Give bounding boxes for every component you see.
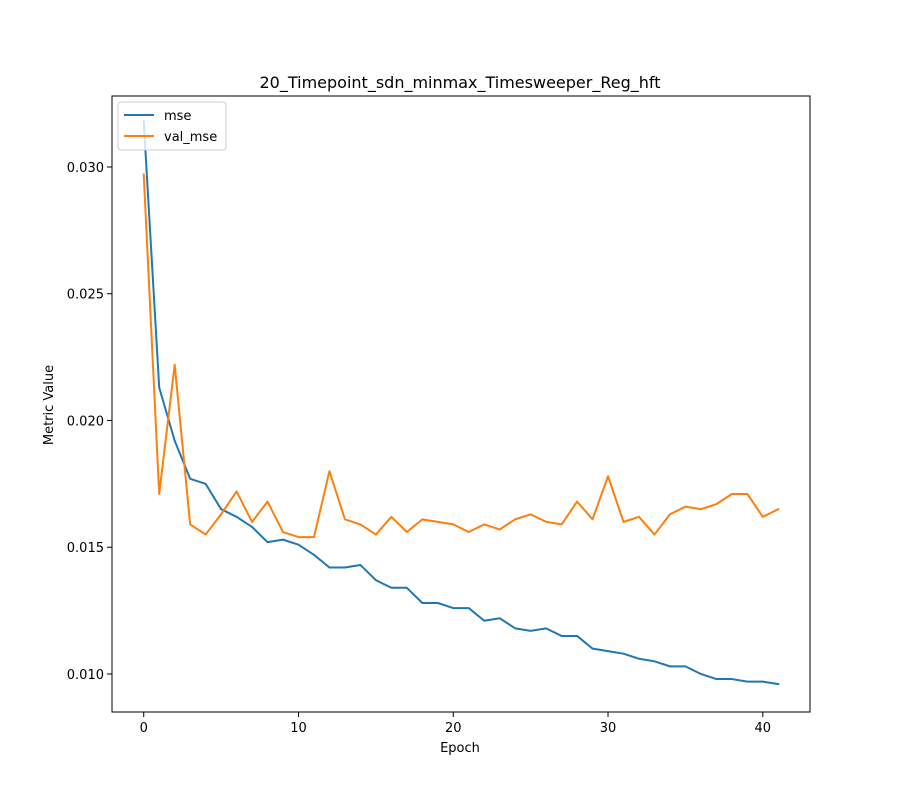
series-line-mse <box>142 120 780 686</box>
y-tick-label: 0.010 <box>67 668 104 683</box>
y-tick-label: 0.025 <box>67 288 104 303</box>
axes-layer: 0 10 20 30 40 0.010 0.015 0.020 0.025 0.030 <box>67 95 811 736</box>
y-tick-label: 0.020 <box>67 414 104 429</box>
x-tick-label: 20 <box>445 721 462 736</box>
y-axis-label: Metric Value <box>42 365 57 445</box>
legend-label-val_mse: val_mse <box>164 130 217 145</box>
x-tick-label: 10 <box>290 721 307 736</box>
x-tick-label: 40 <box>755 721 772 736</box>
x-axis-label: Epoch <box>440 741 480 756</box>
plot-background <box>112 96 810 712</box>
series-line-val_mse <box>142 173 780 539</box>
y-tick-label: 0.015 <box>67 541 104 556</box>
series-layer <box>142 120 780 686</box>
axes-frame <box>111 95 811 713</box>
x-tick-label: 30 <box>600 721 617 736</box>
plot-area <box>112 96 810 712</box>
legend: mse val_mse <box>117 101 227 151</box>
chart-title: 20_Timepoint_sdn_minmax_Timesweeper_Reg_… <box>260 73 661 93</box>
y-tick-label: 0.030 <box>67 161 104 176</box>
legend-label-mse: mse <box>164 109 191 124</box>
x-tick-label: 0 <box>140 721 148 736</box>
